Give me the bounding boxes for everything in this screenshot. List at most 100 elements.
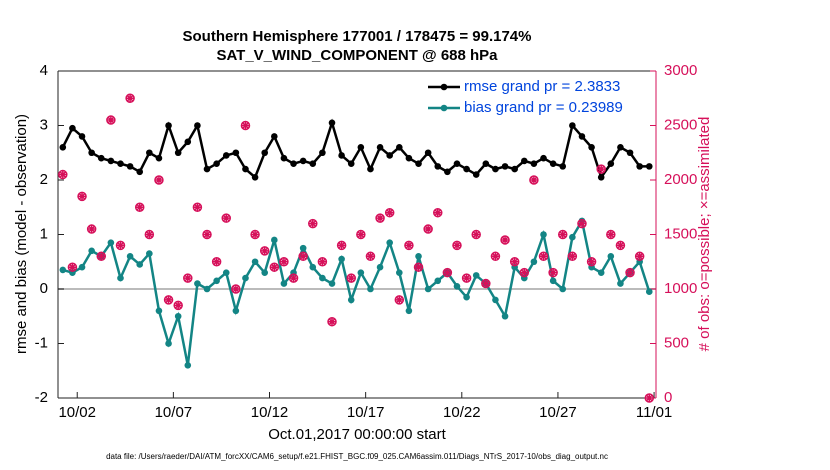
point	[396, 269, 403, 276]
point	[472, 171, 480, 178]
point	[386, 239, 393, 246]
point	[347, 160, 355, 167]
obs-assimilated	[549, 268, 558, 277]
point	[501, 312, 509, 320]
point	[107, 239, 115, 246]
chart-title: Southern Hemisphere 177001 / 178475 = 99…	[183, 28, 532, 45]
obs-assimilated	[106, 116, 115, 125]
legend-box	[424, 75, 652, 121]
obs-assimilated	[366, 252, 375, 261]
obs-assimilated	[481, 279, 490, 288]
point	[434, 163, 442, 170]
obs-assimilated	[577, 219, 586, 228]
obs-assimilated	[58, 170, 67, 179]
point	[636, 163, 643, 170]
point	[511, 165, 518, 173]
obs-assimilated	[645, 394, 654, 402]
point	[261, 269, 269, 276]
obs-assimilated	[510, 257, 519, 266]
obs-assimilated	[568, 252, 577, 261]
point	[117, 274, 124, 282]
point	[367, 285, 374, 293]
point	[357, 144, 365, 151]
point	[309, 263, 317, 271]
point	[126, 163, 134, 170]
obs-assimilated	[404, 241, 413, 250]
point	[242, 165, 249, 173]
obs-assimilated	[626, 268, 635, 277]
point	[549, 160, 557, 167]
point	[136, 261, 144, 268]
point	[588, 144, 595, 151]
point	[434, 277, 442, 285]
obs-assimilated	[520, 268, 529, 277]
point	[463, 165, 470, 173]
y2-tick-label: 2500	[664, 116, 697, 133]
obs-assimilated	[145, 230, 154, 239]
point	[597, 173, 605, 181]
point	[271, 133, 278, 140]
point	[59, 144, 67, 151]
obs-assimilated	[183, 274, 192, 283]
obs-assimilated	[587, 257, 596, 266]
obs-assimilated	[135, 203, 144, 212]
point	[107, 157, 115, 165]
y2-tick-label: 500	[664, 334, 689, 351]
point	[194, 122, 201, 129]
point	[482, 160, 490, 167]
x-tick-label: 10/02	[58, 404, 96, 421]
y2-tick-label: 3000	[664, 62, 697, 79]
obs-assimilated	[376, 214, 385, 223]
obs-assimilated	[385, 208, 394, 217]
point	[222, 152, 230, 159]
obs-assimilated	[414, 263, 423, 272]
legend-marker	[440, 104, 448, 112]
x-tick-label: 10/22	[443, 404, 481, 421]
point	[597, 269, 605, 276]
point	[299, 244, 307, 252]
x-tick-label: 10/17	[347, 404, 385, 421]
point	[338, 152, 345, 159]
point	[396, 144, 403, 151]
obs-assimilated	[164, 295, 173, 304]
point	[251, 173, 259, 181]
point	[251, 258, 259, 266]
point	[165, 340, 172, 347]
point	[155, 154, 163, 162]
point	[530, 258, 538, 266]
legend-marker	[440, 83, 448, 91]
obs-assimilated	[462, 274, 471, 283]
point	[242, 274, 249, 282]
footnote: data file: /Users/raeder/DAI/ATM_forcXX/…	[106, 452, 608, 461]
y-tick-label: 0	[40, 280, 48, 297]
point	[69, 124, 76, 132]
point	[357, 269, 365, 276]
point	[540, 231, 547, 238]
point	[578, 133, 586, 140]
point	[444, 168, 451, 176]
point	[472, 272, 480, 279]
point	[569, 233, 576, 241]
point	[328, 119, 336, 127]
obs-assimilated	[606, 230, 615, 239]
obs-assimilated	[279, 257, 288, 266]
point	[309, 160, 317, 167]
point	[376, 144, 384, 151]
point	[184, 362, 192, 369]
obs-assimilated	[356, 230, 365, 239]
point	[203, 165, 211, 173]
obs-assimilated	[260, 246, 269, 255]
point	[280, 280, 288, 287]
point	[203, 285, 211, 293]
point	[136, 168, 144, 176]
point	[155, 307, 163, 315]
point	[405, 154, 413, 162]
obs-assimilated	[347, 274, 356, 283]
series	[59, 118, 653, 181]
obs-assimilated	[424, 225, 433, 234]
point	[88, 247, 95, 255]
obs-assimilated	[529, 176, 538, 184]
legend-label: rmse grand pr = 2.3833	[464, 78, 620, 95]
y-tick-label: -1	[35, 334, 48, 351]
